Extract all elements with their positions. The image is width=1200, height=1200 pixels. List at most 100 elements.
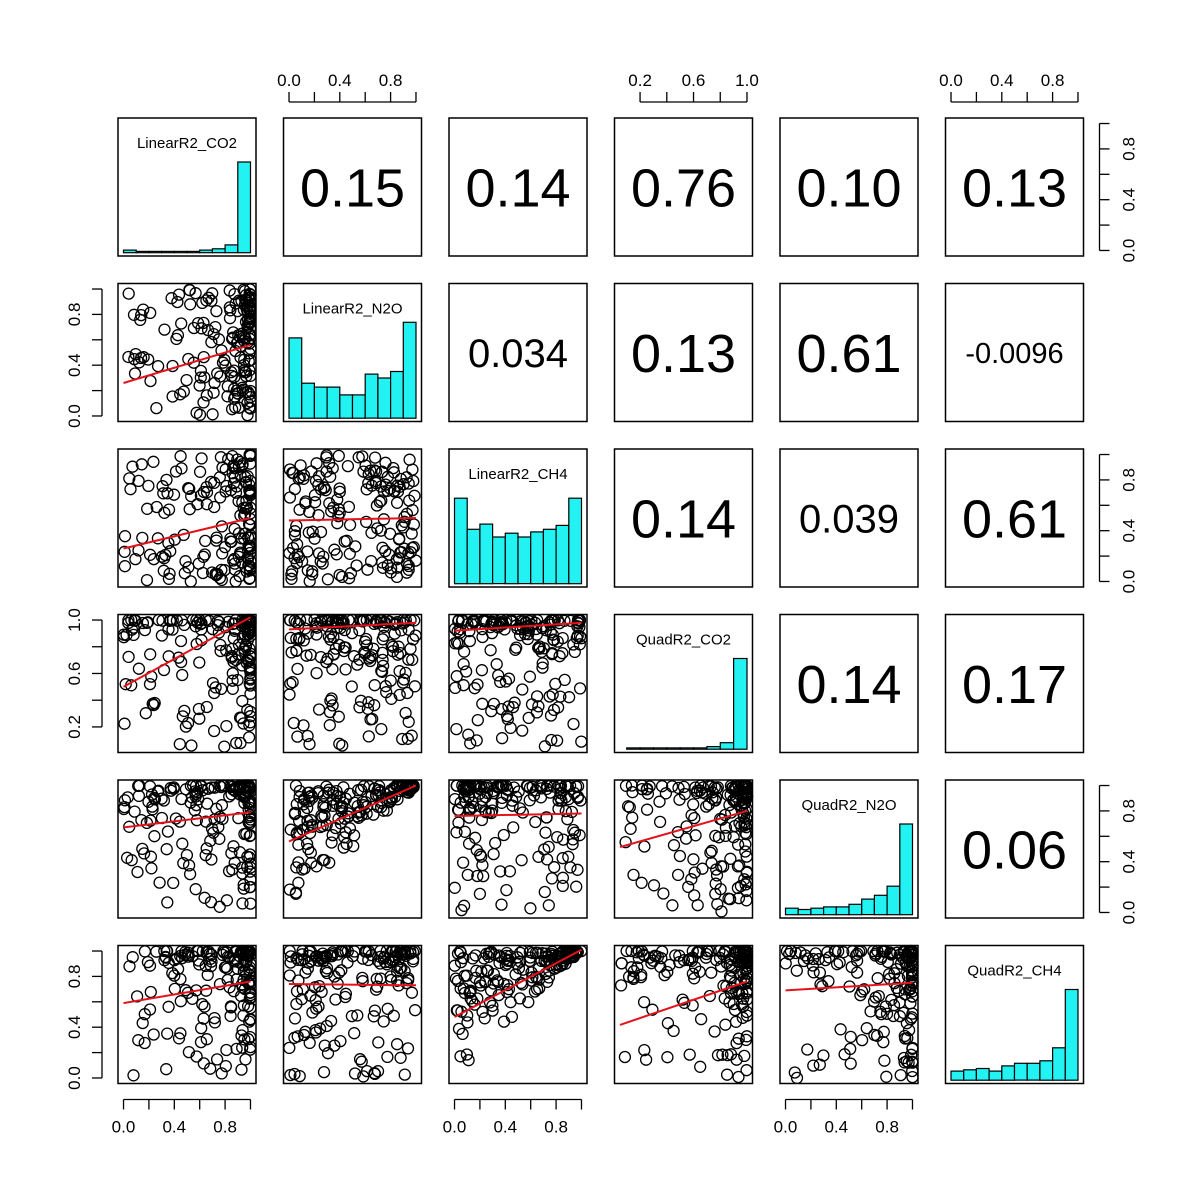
scatter-point [356, 952, 369, 965]
scatter-point [341, 956, 354, 969]
scatter-point [400, 471, 413, 484]
axis-tick-label: 0.8 [1120, 137, 1139, 161]
histogram-bar [390, 370, 404, 419]
scatter-point [310, 457, 323, 470]
scatter-point [698, 787, 712, 800]
scatter-point [244, 829, 257, 842]
scatter-point [725, 806, 738, 819]
scatter-point [235, 374, 248, 387]
scatter-point [739, 845, 752, 858]
scatter-point [887, 1009, 900, 1023]
panel-5-4 [779, 944, 919, 1085]
scatter-point [888, 967, 901, 980]
scatter-point [119, 678, 132, 691]
scatter-point [171, 962, 185, 976]
scatter-point [401, 732, 414, 745]
scatter-point [723, 892, 737, 906]
scatter-point [452, 637, 465, 650]
scatter-point [542, 899, 555, 912]
scatter-point [390, 1038, 404, 1051]
panel-2-3: 0.14 [613, 448, 754, 588]
axis-left-3: 0.2 0.6 1.0 [65, 608, 103, 739]
axis-right-4: 0.0 0.4 0.8 [1098, 784, 1139, 924]
scatter-point [524, 951, 537, 964]
histogram-bar [479, 523, 494, 585]
scatter-point [830, 958, 844, 971]
scatter-point [390, 965, 404, 978]
scatter-point [393, 532, 406, 545]
scatter-point [193, 958, 206, 971]
scatter-point [151, 360, 165, 373]
panel-3-0 [117, 613, 257, 754]
scatter-point [467, 800, 480, 813]
axis-tick-label: 0.0 [1120, 570, 1139, 594]
scatter-point [216, 948, 229, 962]
scatter-point [556, 879, 569, 893]
scatter-point [352, 451, 365, 464]
panel-frame [779, 448, 919, 588]
axis-top-3: 0.2 0.6 1.0 [628, 71, 759, 103]
scatter-point [532, 850, 545, 863]
scatter-point [369, 476, 383, 490]
histogram-bar [797, 908, 812, 916]
scatter-point [225, 780, 239, 794]
scatter-point [507, 781, 521, 794]
histogram-bar [542, 528, 557, 585]
scatter-point [355, 1055, 368, 1068]
scatter-point [360, 515, 373, 529]
scatter-point [243, 719, 256, 732]
scatter-point [132, 1034, 145, 1047]
panel-frame [282, 448, 423, 588]
scatter-point [337, 841, 350, 854]
scatter-point [673, 849, 687, 863]
scatter-point [504, 996, 517, 1009]
scatter-point [160, 843, 173, 856]
scatter-point [408, 489, 421, 502]
scatter-point [405, 986, 419, 999]
scatter-point [168, 969, 181, 982]
axis-tick-label: 0.0 [939, 71, 963, 90]
scatter-point [326, 663, 339, 676]
scatter-point [196, 566, 210, 580]
scatter-point [789, 946, 802, 960]
scatter-point [373, 495, 386, 509]
scatter-point [204, 959, 218, 973]
scatter-point [571, 629, 584, 643]
scatter-point [524, 902, 537, 915]
axis-tick-label: 1.0 [65, 608, 84, 632]
scatter-point [167, 876, 180, 890]
scatter-point [493, 956, 506, 970]
scatter-point [682, 880, 695, 894]
scatter-point [208, 500, 221, 514]
scatter-point [128, 352, 141, 366]
scatter-point [230, 1042, 243, 1056]
panel-frame [779, 613, 919, 754]
histogram-bar [288, 337, 303, 419]
scatter-point [658, 968, 671, 982]
scatter-point [794, 946, 807, 959]
scatter-point [193, 408, 207, 421]
scatter-point [174, 634, 188, 648]
scatter-point [325, 505, 338, 518]
scatter-point [547, 633, 560, 646]
scatter-point [306, 565, 319, 578]
scatter-point [153, 876, 166, 889]
scatter-point [367, 1010, 380, 1023]
scatter-point [456, 856, 470, 869]
scatter-point [234, 989, 248, 1003]
scatter-point [146, 803, 159, 816]
scatter-point [822, 951, 836, 964]
scatter-point [323, 497, 336, 510]
scatter-point [228, 370, 241, 384]
scatter-point [222, 864, 236, 878]
scatter-point [448, 881, 461, 894]
axis-tick-label: 0.4 [1120, 188, 1139, 212]
correlation-value: 0.14 [631, 489, 736, 549]
scatter-point [565, 805, 579, 819]
scatter-point [234, 736, 247, 750]
scatter-point [641, 787, 655, 800]
histogram-bar [364, 373, 379, 419]
scatter-point [685, 809, 698, 822]
scatter-point [872, 989, 885, 1003]
scatter-point [213, 900, 226, 913]
